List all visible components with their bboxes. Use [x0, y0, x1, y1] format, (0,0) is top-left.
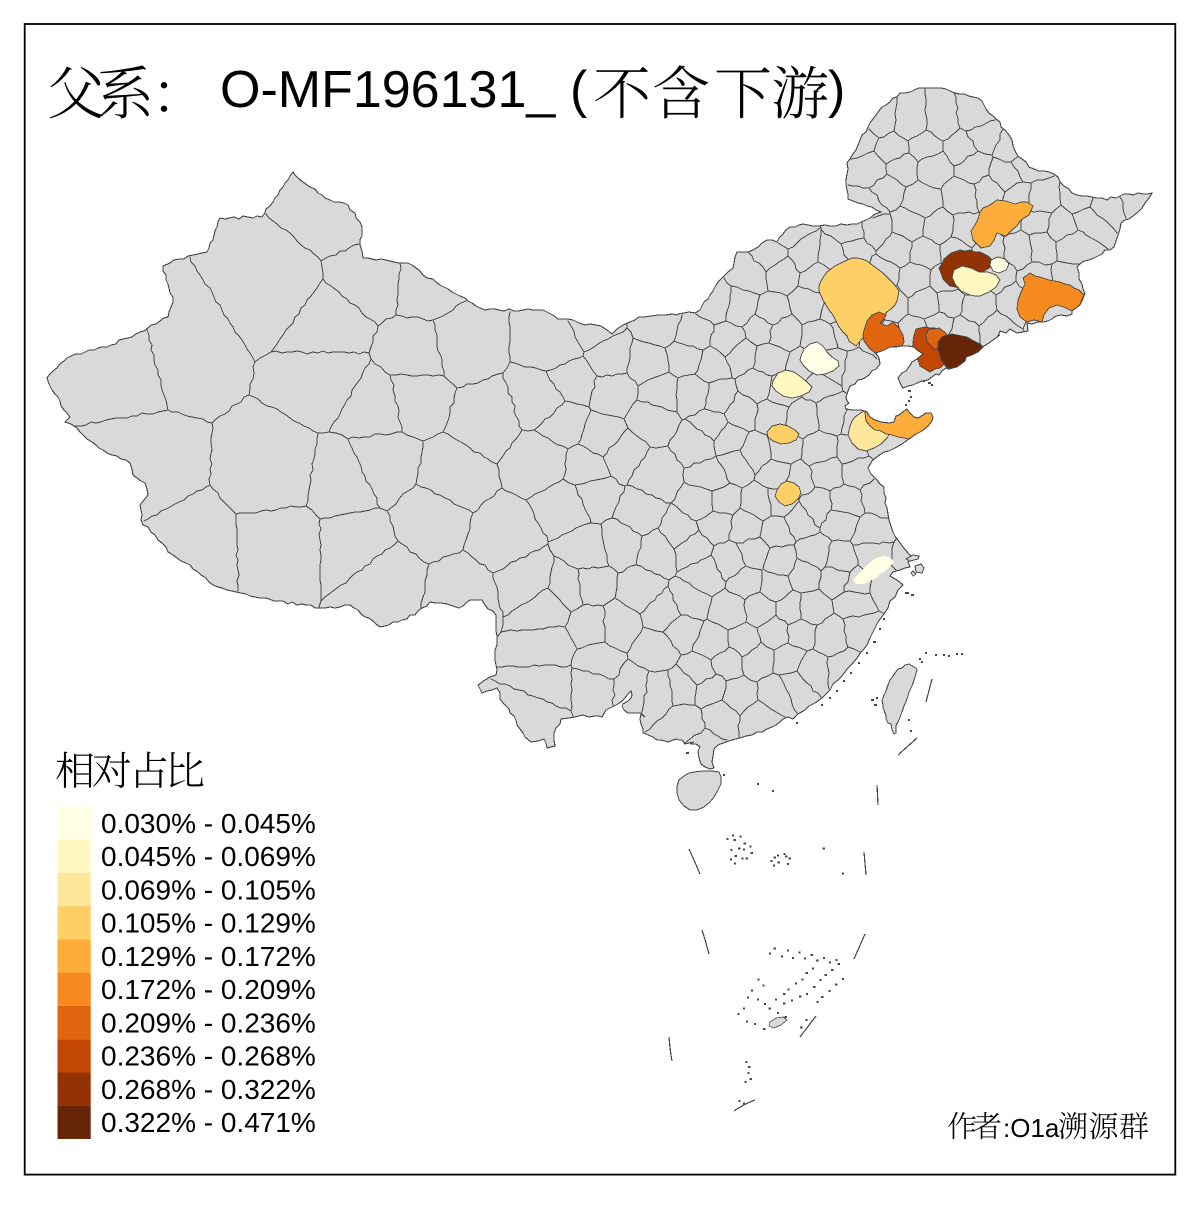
svg-text:O-MF196131_: O-MF196131_ — [220, 61, 556, 119]
svg-text:): ) — [828, 61, 845, 119]
svg-text:0.172% - 0.209%: 0.172% - 0.209% — [101, 974, 316, 1005]
svg-text::O1a: :O1a — [1003, 1113, 1060, 1143]
svg-text:0.030% - 0.045%: 0.030% - 0.045% — [101, 808, 316, 839]
svg-text:0.236% - 0.268%: 0.236% - 0.268% — [101, 1041, 316, 1072]
svg-text:0.129% - 0.172%: 0.129% - 0.172% — [101, 941, 316, 972]
svg-text:0.268% - 0.322%: 0.268% - 0.322% — [101, 1074, 316, 1105]
svg-text:0.322% - 0.471%: 0.322% - 0.471% — [101, 1107, 316, 1138]
svg-text:(: ( — [570, 61, 588, 119]
svg-text:0.209% - 0.236%: 0.209% - 0.236% — [101, 1007, 316, 1038]
svg-text:0.105% - 0.129%: 0.105% - 0.129% — [101, 908, 316, 939]
svg-text:0.069% - 0.105%: 0.069% - 0.105% — [101, 874, 316, 905]
svg-text:0.045% - 0.069%: 0.045% - 0.069% — [101, 841, 316, 872]
